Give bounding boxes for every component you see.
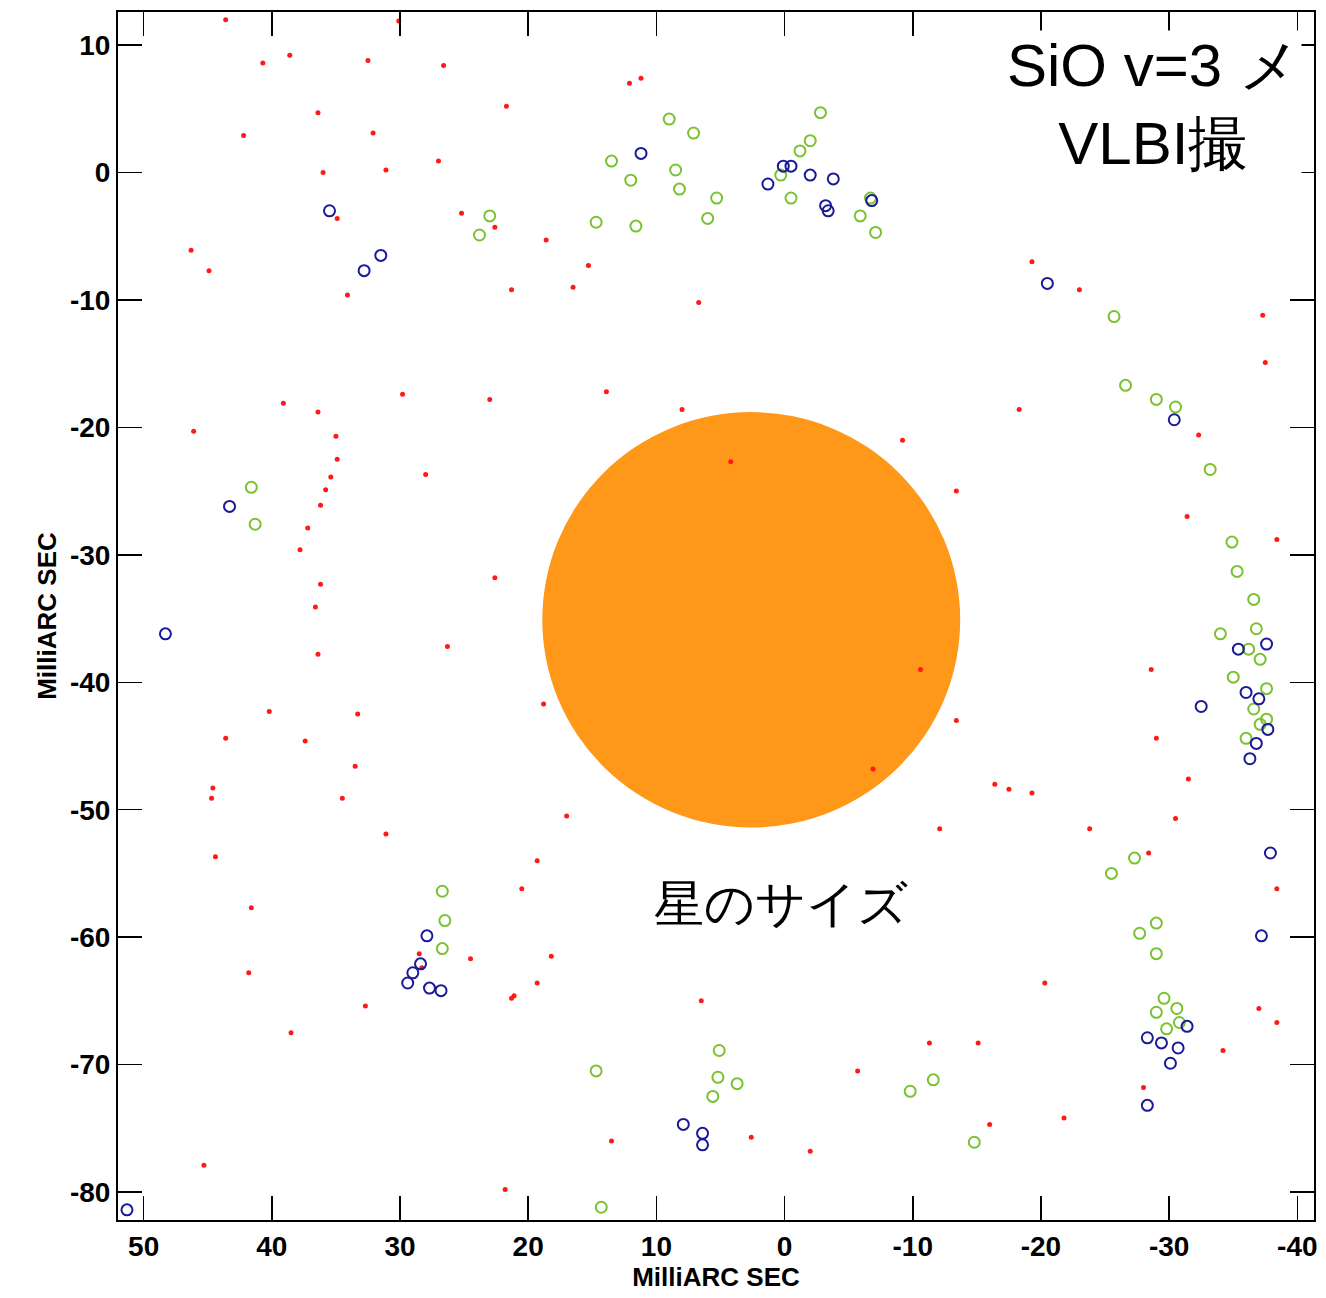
svg-text:0: 0 [777,1231,793,1262]
svg-text:-10: -10 [70,285,110,316]
svg-text:-30: -30 [70,540,110,571]
svg-text:-40: -40 [70,667,110,698]
svg-text:-30: -30 [1149,1231,1189,1262]
svg-text:-50: -50 [70,794,110,825]
svg-text:MilliARC SEC: MilliARC SEC [32,532,62,700]
svg-text:SiO v=3 メVLBI撮: SiO v=3 メVLBI撮 [1007,32,1300,177]
svg-text:-80: -80 [70,1177,110,1208]
svg-text:20: 20 [513,1231,544,1262]
svg-text:-40: -40 [1277,1231,1317,1262]
svg-text:-20: -20 [1021,1231,1061,1262]
svg-text:40: 40 [256,1231,287,1262]
svg-text:-70: -70 [70,1049,110,1080]
svg-text:MilliARC SEC: MilliARC SEC [632,1262,800,1292]
svg-text:10: 10 [79,30,110,61]
svg-text:10: 10 [641,1231,672,1262]
svg-text:30: 30 [384,1231,415,1262]
svg-text:50: 50 [128,1231,159,1262]
svg-text:-20: -20 [70,412,110,443]
svg-text:0: 0 [95,157,111,188]
svg-text:-60: -60 [70,922,110,953]
svg-text:星のサイズ: 星のサイズ [654,876,908,932]
svg-text:-10: -10 [893,1231,933,1262]
